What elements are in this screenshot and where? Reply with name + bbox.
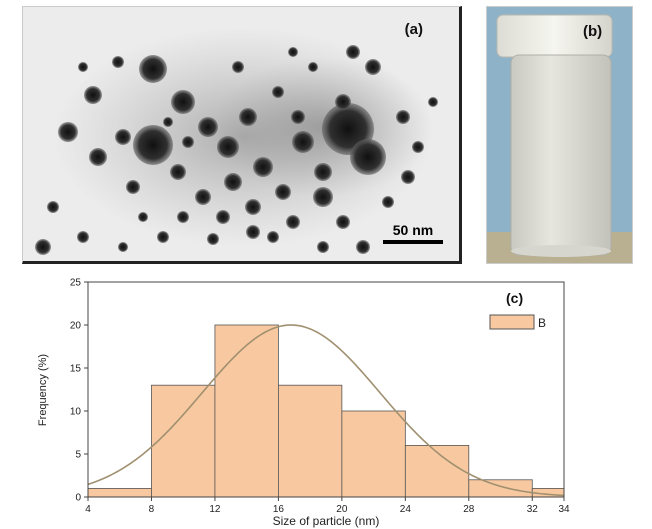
x-tick-label: 8	[149, 504, 155, 515]
nanoparticle	[224, 173, 242, 191]
nanoparticle	[286, 215, 300, 229]
nanoparticle	[195, 189, 211, 205]
nanoparticle	[112, 56, 124, 68]
nanoparticle	[58, 122, 78, 142]
nanoparticle	[317, 241, 329, 253]
nanoparticle	[335, 94, 351, 110]
nanoparticle	[163, 117, 173, 127]
x-tick-label: 24	[400, 504, 412, 515]
histogram-bar	[214, 324, 279, 498]
x-tick-label: 34	[558, 504, 570, 515]
histogram-bar	[341, 410, 406, 498]
histogram-bar	[87, 487, 152, 498]
nanoparticle	[170, 164, 186, 180]
nanoparticle	[253, 157, 273, 177]
y-tick-label: 0	[75, 493, 81, 504]
plot-frame	[87, 281, 565, 498]
y-tick-label: 15	[70, 364, 82, 375]
y-tick-label: 5	[75, 450, 81, 461]
nanoparticle	[396, 110, 410, 124]
nanoparticle	[177, 211, 189, 223]
nanoparticle	[47, 201, 59, 213]
nanoparticle	[356, 240, 370, 254]
nanoparticle	[232, 61, 244, 73]
panel-c-label: (c)	[506, 290, 523, 306]
nanoparticle	[157, 231, 169, 243]
nanoparticle	[275, 184, 291, 200]
nanoparticle	[182, 136, 194, 148]
nanoparticle	[171, 90, 195, 114]
nanoparticle	[267, 231, 279, 243]
x-tick-label: 16	[273, 504, 285, 515]
nanoparticle	[291, 110, 305, 124]
nanoparticle	[308, 62, 318, 72]
x-tick-label: 28	[463, 504, 475, 515]
nanoparticle	[246, 225, 260, 239]
histogram-bar	[151, 384, 216, 498]
normal-fit-curve	[87, 324, 565, 497]
histogram-bar	[404, 444, 470, 498]
tem-image-panel: (a) 50 nm	[22, 6, 462, 264]
nanoparticle	[89, 148, 107, 166]
vial-photo-panel: (b)	[486, 6, 633, 264]
nanoparticle	[336, 215, 350, 229]
y-axis-label: Frequency (%)	[37, 354, 49, 426]
scale-bar-label: 50 nm	[392, 222, 434, 238]
y-axis-ticks: 0 5 10 15 20 25	[70, 278, 88, 504]
nanoparticle	[118, 242, 128, 252]
nanoparticle	[84, 86, 102, 104]
nanoparticle	[245, 199, 261, 215]
panel-a-label: (a)	[404, 21, 423, 38]
nanoparticle	[346, 45, 360, 59]
legend-swatch	[489, 314, 535, 330]
nanoparticle	[78, 62, 88, 72]
nanoparticle	[133, 125, 173, 165]
nanoparticle	[401, 170, 415, 184]
x-tick-label: 4	[85, 504, 91, 515]
nanoparticle	[314, 163, 332, 181]
tem-micrograph	[23, 7, 459, 261]
x-tick-label: 12	[209, 504, 221, 515]
x-axis-ticks: 4 8 12 16 20 24 28 32 34	[85, 497, 570, 515]
panel-b-label: (b)	[583, 23, 603, 40]
nanoparticle	[313, 187, 333, 207]
vial-illustration	[487, 14, 632, 263]
x-axis-label: Size of particle (nm)	[273, 514, 380, 528]
nanoparticle	[198, 117, 218, 137]
y-tick-label: 25	[70, 278, 82, 289]
nanoparticle	[217, 136, 239, 158]
particle-size-histogram: 4 8 12 16 20 24 28 32 34 0 5 10 15 20 25 Size of part…	[37, 278, 570, 529]
legend-label: B	[538, 316, 546, 330]
nanoparticle	[207, 233, 219, 245]
y-tick-label: 20	[70, 321, 82, 332]
nanoparticle	[138, 212, 148, 222]
nanoparticle	[126, 180, 140, 194]
x-tick-label: 20	[336, 504, 348, 515]
nanoparticle	[239, 108, 257, 126]
nanoparticle	[365, 59, 381, 75]
y-tick-label: 10	[70, 407, 82, 418]
nanoparticle	[216, 210, 230, 224]
nanoparticle	[350, 139, 386, 175]
scale-bar-line	[383, 240, 443, 244]
histogram-bar	[277, 384, 343, 498]
nanoparticle	[412, 141, 424, 153]
x-tick-label: 32	[527, 504, 539, 515]
nanoparticle	[35, 239, 51, 255]
histogram-bar	[468, 479, 533, 498]
nanoparticle	[139, 55, 167, 83]
nanoparticle	[77, 231, 89, 243]
nanoparticle	[115, 129, 131, 145]
nanoparticle	[292, 131, 314, 153]
histogram-bars	[87, 324, 565, 498]
nanoparticle	[428, 97, 438, 107]
nanoparticle	[288, 47, 298, 57]
nanoparticle	[272, 86, 284, 98]
nanoparticle	[382, 196, 394, 208]
legend: B	[489, 314, 546, 330]
scale-bar: 50 nm	[383, 222, 443, 244]
particles	[35, 45, 438, 255]
